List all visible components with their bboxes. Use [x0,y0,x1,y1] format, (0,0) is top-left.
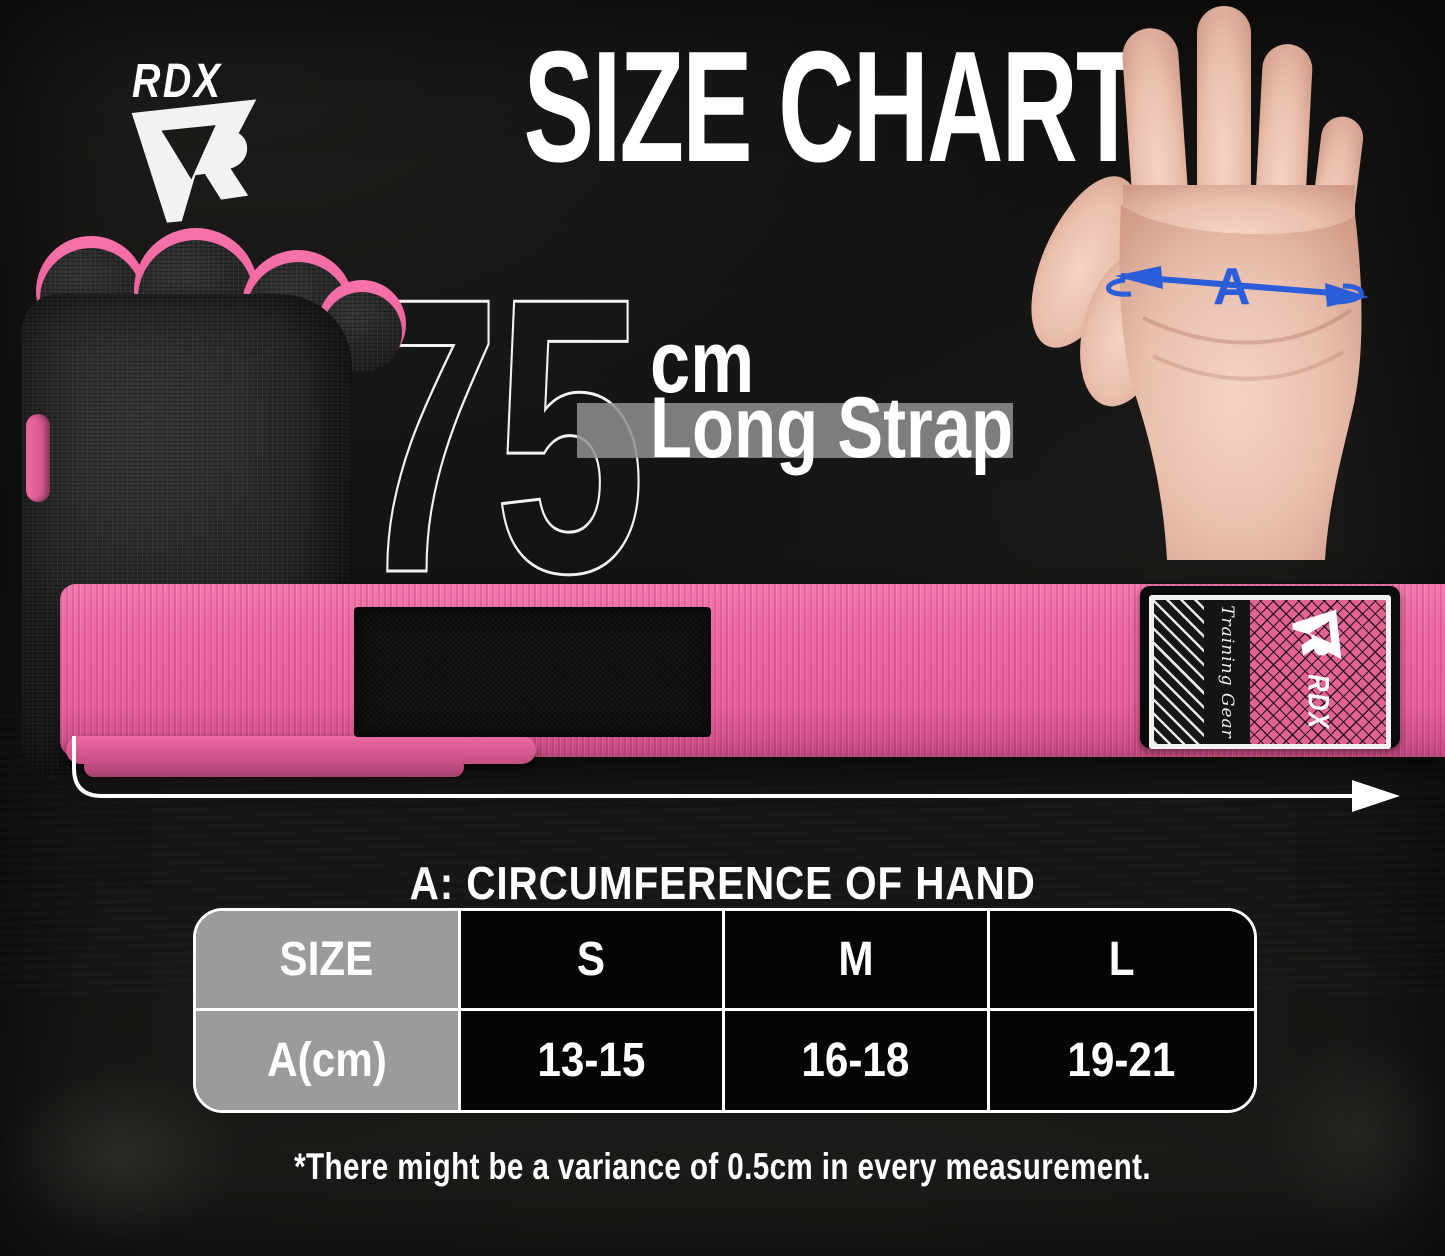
table-size-l: L [989,911,1254,1011]
hand-measure-arrow: A [1106,258,1369,316]
strap-caption: Long Strap [650,380,1014,476]
caption-band [577,403,1013,458]
label-script-panel: Training Gear [1204,600,1250,744]
table-range-l: 19-21 [989,1010,1254,1110]
glove-thumb-trim [26,414,50,502]
label-script-text: Training Gear [1217,605,1237,739]
background-scuff-right [1230,1000,1445,1256]
velcro-patch [354,607,711,737]
label-brand-panel: RDX [1250,600,1386,744]
hand-silhouette [1031,6,1364,560]
label-stripes [1154,600,1204,744]
brand-wordmark: RDX [132,55,223,108]
size-table: SIZE S M L A(cm) 13-15 16-18 19-21 [193,908,1257,1113]
rdx-logo-icon [126,94,262,229]
table-range-s: 13-15 [460,1010,725,1110]
measurement-heading: A: CIRCUMFERENCE OF HAND [409,857,1036,909]
rdx-logo-icon [1292,609,1342,660]
table-size-s: S [460,911,725,1011]
variance-footnote: *There might be a variance of 0.5cm in e… [294,1146,1151,1187]
page-title: SIZE CHART [523,19,1140,195]
strap-rolled-edge [84,757,464,777]
table-corner-cell: SIZE [196,911,461,1011]
hand-measure-label: A [1213,258,1251,316]
table-size-m: M [725,911,990,1011]
table-row-label: A(cm) [196,1010,461,1110]
strap-length-unit: cm [650,312,755,411]
hand-photo: A [1031,6,1369,560]
length-arrow-icon [72,736,1400,812]
table-range-m: 16-18 [725,1010,990,1110]
strap-brand-label: Training Gear RDX [1140,586,1400,749]
